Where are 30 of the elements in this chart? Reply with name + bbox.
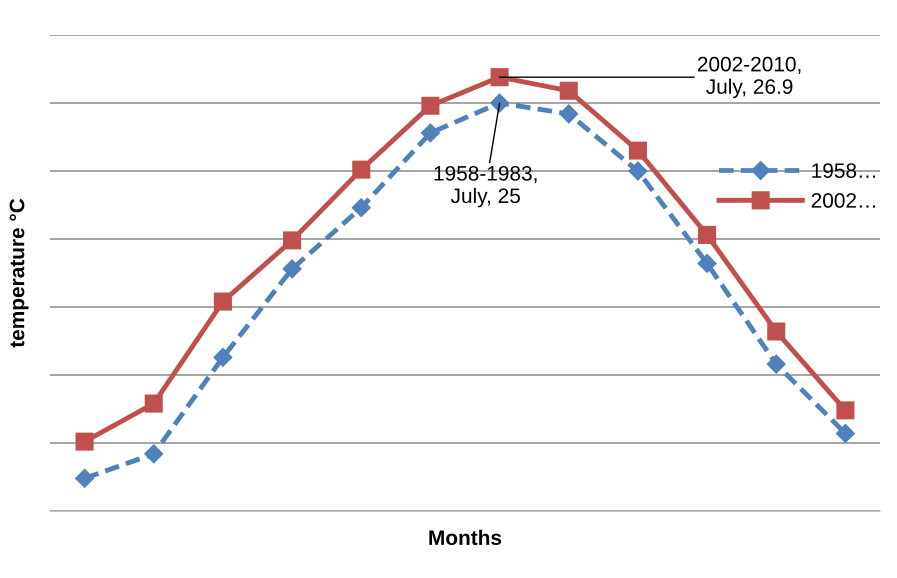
- point: [836, 401, 854, 420]
- point: [698, 226, 716, 244]
- x-axis-title: Months: [429, 530, 502, 546]
- point: [767, 322, 786, 341]
- point: [420, 123, 440, 142]
- point: [144, 394, 163, 413]
- point: [75, 468, 94, 488]
- point: [76, 432, 94, 451]
- legend-label: 2002…: [812, 193, 876, 208]
- data-label: 1958-1983, July, 25: [434, 166, 537, 208]
- point: [490, 68, 509, 86]
- point: [352, 198, 371, 218]
- point: [213, 348, 232, 367]
- point: [490, 93, 510, 113]
- point: [698, 254, 717, 274]
- point: [628, 142, 647, 160]
- point: [560, 82, 578, 100]
- point: [214, 292, 232, 311]
- point: [282, 259, 302, 278]
- point: [283, 231, 302, 250]
- point: [766, 354, 786, 374]
- point: [836, 424, 855, 444]
- point: [352, 160, 370, 179]
- point: [421, 96, 440, 115]
- legend-label: 1958…: [812, 163, 876, 178]
- data-label: 2002-2010, July, 26.9: [698, 56, 800, 98]
- y-axis-title: temperature °C: [10, 198, 28, 348]
- point: [628, 161, 648, 181]
- point: [144, 444, 164, 464]
- point: [559, 104, 578, 124]
